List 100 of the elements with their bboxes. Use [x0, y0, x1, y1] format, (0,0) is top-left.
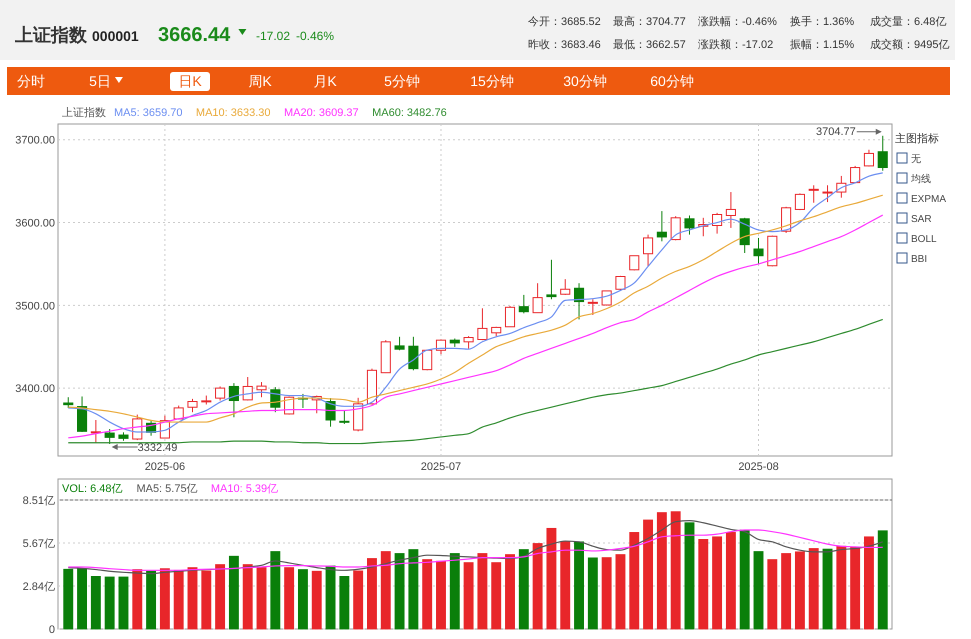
text: 最低：3662.57: [613, 39, 686, 51]
candlestick: [878, 135, 888, 172]
bar: [464, 562, 474, 630]
line-series: [68, 529, 884, 571]
bar: [781, 553, 792, 630]
text: VOL: 6.48亿: [62, 483, 123, 495]
text: 30分钟: [563, 73, 607, 89]
candlestick: [532, 282, 543, 314]
bar: [242, 564, 253, 630]
bar: [367, 558, 377, 630]
candlestick: [464, 336, 474, 350]
text: -0.46%: [296, 29, 334, 43]
text: 周K: [248, 73, 272, 89]
text: 换手：1.36%: [790, 15, 854, 28]
candlestick: [422, 349, 432, 371]
text: BBI: [911, 254, 928, 265]
bar: [491, 562, 502, 630]
y-tick-label: 3500.00: [15, 300, 55, 312]
bar: [118, 576, 128, 630]
text: MA10: 3633.30: [196, 107, 271, 119]
bar: [712, 536, 722, 630]
line-series: [68, 318, 884, 444]
text: MA5: 5.75亿: [136, 483, 198, 495]
bar: [836, 546, 846, 630]
candlestick: [864, 149, 874, 168]
y-tick-label: 3600.00: [15, 218, 55, 230]
candlestick: [504, 305, 516, 328]
y-tick-label: 2.84亿: [22, 580, 55, 593]
annotation: 3332.49: [138, 442, 178, 454]
bar: [353, 570, 364, 630]
bar: [532, 543, 543, 630]
candlestick: [546, 259, 556, 300]
bar: [616, 554, 626, 630]
candlestick: [643, 234, 654, 267]
bar: [63, 568, 74, 630]
bar: [339, 576, 350, 630]
text: 月K: [313, 73, 338, 89]
candlestick: [684, 214, 695, 236]
bar: [726, 532, 736, 630]
text: 今开：3685.52: [528, 16, 601, 28]
candlestick: [104, 428, 115, 445]
bar: [215, 564, 226, 630]
text: BOLL: [911, 234, 938, 245]
candlestick: [518, 294, 529, 314]
bar: [270, 551, 280, 630]
text: 涨跌幅：-0.46%: [698, 16, 778, 28]
candlestick: [436, 339, 446, 355]
candlestick: [808, 184, 819, 204]
bar: [298, 569, 308, 630]
text: 上证指数: [14, 25, 88, 45]
candlestick: [656, 210, 667, 242]
candlestick: [822, 184, 833, 203]
bar: [104, 576, 115, 630]
candlestick: [726, 192, 736, 228]
bar: [188, 567, 198, 630]
y-tick-label: 5.67亿: [22, 538, 55, 550]
bar: [878, 530, 888, 630]
text: 分时: [17, 73, 45, 89]
bar: [174, 570, 184, 630]
candlestick: [339, 410, 350, 424]
text: 无: [911, 154, 921, 165]
bar: [284, 567, 294, 630]
text: 成交额：9495亿: [870, 38, 950, 51]
candlestick: [588, 298, 598, 316]
text: MA20: 3609.37: [284, 107, 359, 119]
bar: [822, 548, 832, 630]
bar: [436, 560, 446, 630]
bar: [422, 559, 432, 630]
bar: [505, 554, 515, 630]
candlestick: [794, 192, 805, 211]
bar: [477, 553, 488, 630]
bar: [450, 553, 460, 630]
text: 日K: [178, 73, 202, 89]
bar: [698, 539, 708, 630]
bar: [560, 541, 570, 630]
bar: [77, 568, 88, 630]
text: 昨收：3683.46: [528, 39, 601, 51]
bar: [767, 559, 778, 630]
text: 振幅：1.15%: [790, 39, 854, 51]
text: 涨跌额：-17.02: [698, 38, 774, 51]
bar: [146, 570, 156, 630]
y-tick-label: 8.51亿: [22, 495, 55, 507]
candlestick: [215, 386, 226, 402]
candlestick: [242, 376, 253, 402]
text: -17.02: [256, 29, 290, 43]
candlestick: [63, 396, 74, 408]
text: 主图指标: [895, 132, 939, 145]
candlestick: [753, 237, 764, 264]
candlestick: [394, 336, 405, 351]
text: 均线: [910, 173, 931, 185]
text: 000001: [92, 28, 139, 44]
bar: [588, 558, 598, 630]
bar: [629, 532, 640, 630]
candlestick: [477, 308, 488, 341]
bar: [518, 549, 529, 630]
bar: [574, 541, 584, 630]
text: MA10: 5.39亿: [210, 483, 278, 495]
bar: [670, 511, 681, 630]
bar: [394, 553, 405, 630]
y-tick-label: 0: [48, 624, 55, 636]
